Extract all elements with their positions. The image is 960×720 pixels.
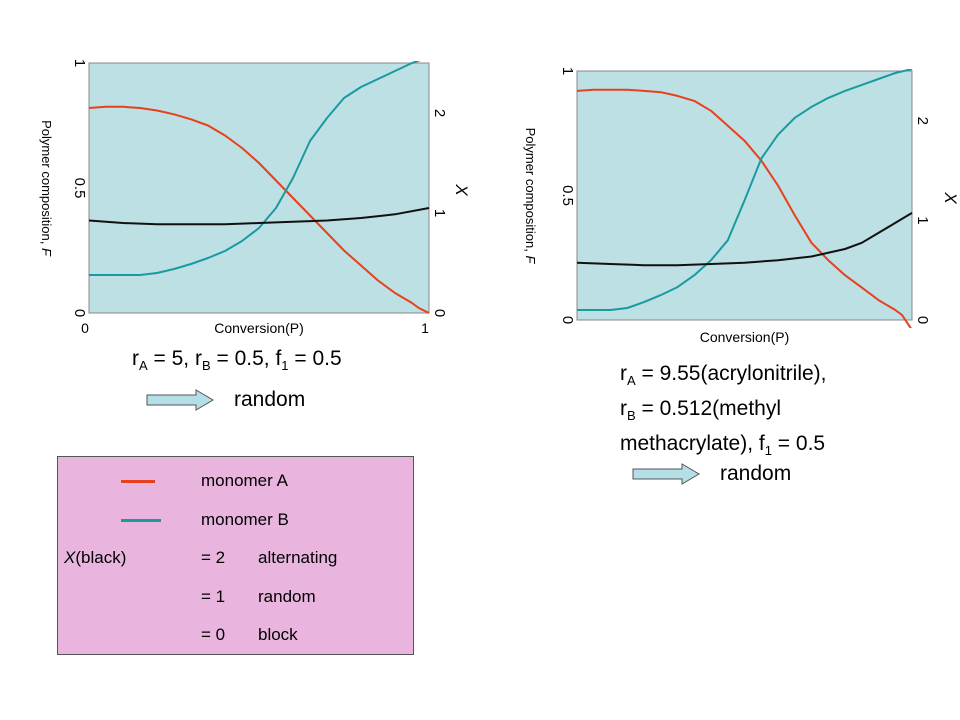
y-tick-label: 1	[71, 59, 88, 67]
legend-x-row-block: = 0 block	[58, 623, 413, 647]
series-line-0-0	[89, 105, 430, 314]
legend-x-desc: alternating	[258, 548, 338, 567]
legend-item-monomer-b: monomer B	[58, 508, 413, 532]
right-random-arrow-row: random	[632, 462, 791, 486]
y2-tick-label: 1	[914, 216, 931, 224]
right-random-label: random	[720, 462, 792, 485]
plot-area-0	[88, 62, 430, 314]
x-axis-label: Conversion(P)	[700, 329, 789, 345]
legend-x-row-alternating: X (black) = 2 alternating	[58, 546, 413, 570]
legend-item-monomer-a: monomer A	[58, 469, 413, 493]
y2-tick-label: 1	[431, 209, 448, 217]
legend-x-value: = 0	[201, 625, 226, 644]
y2-axis-label: X	[941, 191, 960, 204]
legend-x-value: = 2	[201, 548, 226, 567]
monomer-a-swatch	[121, 480, 155, 483]
plot-area-1	[576, 70, 913, 321]
y2-tick-label: 2	[914, 117, 931, 125]
right-arrow-icon	[632, 463, 700, 485]
legend-x-key: X (black)	[64, 548, 127, 567]
y-tick-label: 0	[559, 316, 576, 324]
right-params-caption: rA = 9.55(acrylonitrile), rB = 0.512(met…	[620, 362, 827, 459]
left-params-caption: rA = 5, rB = 0.5, f1 = 0.5	[132, 347, 342, 374]
series-line-0-2	[89, 207, 430, 226]
x-tick-label: 0	[81, 320, 89, 336]
y2-tick-label: 2	[431, 109, 448, 117]
series-line-0-1	[89, 61, 421, 276]
y-tick-label: 1	[559, 67, 576, 75]
legend-monomer-a-label: monomer A	[201, 471, 288, 490]
y-axis-label: Polymer composition, F	[523, 128, 538, 265]
y2-tick-label: 0	[431, 309, 448, 317]
series-line-1-2	[577, 212, 913, 267]
series-line-1-1	[577, 69, 913, 311]
y-tick-label: 0.5	[559, 185, 576, 206]
y2-axis-label: X	[452, 183, 471, 196]
y-tick-label: 0.5	[71, 178, 88, 199]
y-axis-label: Polymer composition, F	[39, 120, 54, 257]
x-tick-label: 1	[421, 320, 429, 336]
legend-box: monomer A monomer B X (black) = 2 altern…	[57, 456, 414, 655]
legend-x-value: = 1	[201, 587, 226, 606]
legend-x-row-random: = 1 random	[58, 585, 413, 609]
y2-tick-label: 0	[914, 316, 931, 324]
x-axis-label: Conversion(P)	[214, 320, 303, 336]
left-random-label: random	[234, 388, 306, 411]
monomer-b-swatch	[121, 519, 161, 522]
series-line-1-0	[577, 88, 912, 328]
right-arrow-icon	[146, 389, 214, 411]
legend-x-desc: random	[258, 587, 316, 606]
legend-x-desc: block	[258, 625, 298, 644]
left-random-arrow-row: random	[146, 388, 305, 412]
y-tick-label: 0	[71, 309, 88, 317]
legend-monomer-b-label: monomer B	[201, 510, 289, 529]
